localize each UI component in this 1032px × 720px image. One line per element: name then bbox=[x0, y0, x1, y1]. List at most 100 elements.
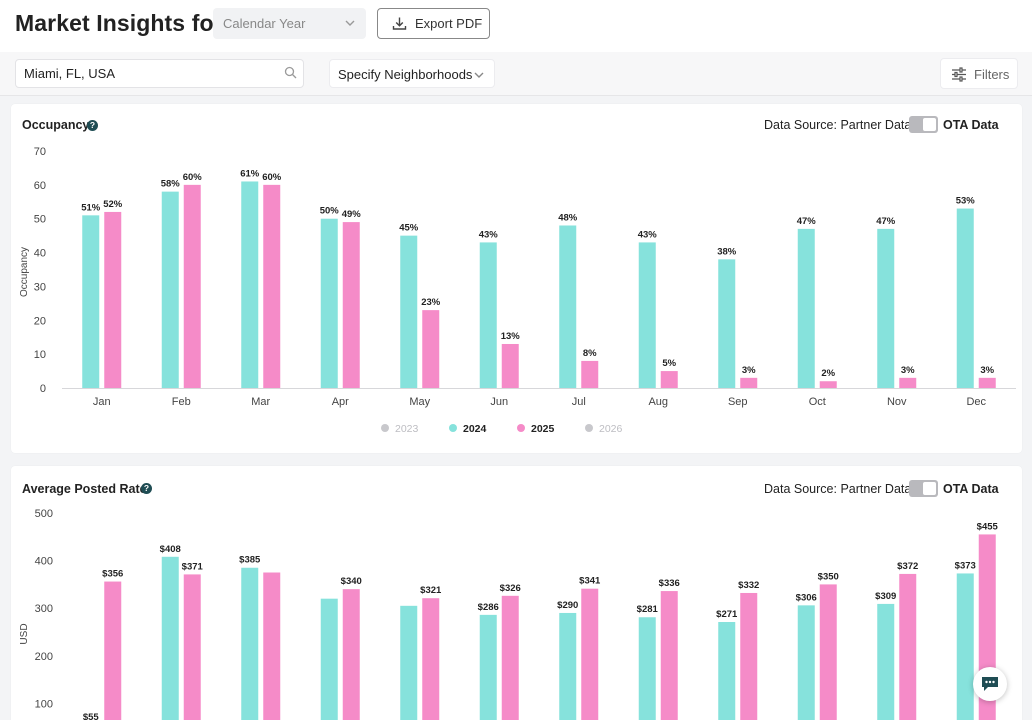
bar-2025-jul[interactable] bbox=[581, 588, 599, 720]
bar-2024-jun[interactable] bbox=[479, 242, 497, 388]
data-label: $455 bbox=[977, 521, 999, 532]
bar-2025-mar[interactable] bbox=[263, 184, 281, 388]
data-label: 60% bbox=[183, 172, 203, 183]
question-circle-icon[interactable]: ? bbox=[141, 483, 152, 494]
rate-data-source-toggle[interactable] bbox=[909, 480, 938, 497]
data-label: $286 bbox=[478, 602, 499, 613]
bar-2024-jul[interactable] bbox=[559, 225, 577, 388]
data-label: 8% bbox=[583, 348, 597, 359]
occupancy-title: Occupancy bbox=[22, 118, 90, 132]
question-circle-icon[interactable]: ? bbox=[87, 120, 98, 131]
bar-2024-dec[interactable] bbox=[956, 573, 974, 720]
bar-2024-may[interactable] bbox=[400, 235, 418, 388]
data-label: 51% bbox=[81, 202, 101, 213]
legend-item-2023[interactable]: 2023 bbox=[395, 423, 419, 435]
bar-2024-apr[interactable] bbox=[320, 218, 338, 388]
bar-2024-jun[interactable] bbox=[479, 614, 497, 720]
bar-2024-nov[interactable] bbox=[877, 228, 895, 388]
legend-item-2026[interactable]: 2026 bbox=[599, 423, 623, 435]
filters-label: Filters bbox=[974, 67, 1010, 82]
data-label: $371 bbox=[182, 561, 204, 572]
bar-2025-oct[interactable] bbox=[819, 381, 837, 388]
bar-2025-jun[interactable] bbox=[501, 343, 519, 388]
bar-2025-mar[interactable] bbox=[263, 572, 281, 720]
data-label: 23% bbox=[421, 297, 441, 308]
bar-2025-jul[interactable] bbox=[581, 360, 599, 388]
occupancy-ota-data-label: OTA Data bbox=[943, 118, 999, 132]
bar-2024-oct[interactable] bbox=[797, 605, 815, 720]
search-icon[interactable] bbox=[284, 66, 297, 79]
legend-marker-2024[interactable] bbox=[449, 424, 457, 432]
y-tick-label: 100 bbox=[35, 698, 53, 710]
data-label: 47% bbox=[797, 216, 817, 227]
bar-2024-jul[interactable] bbox=[559, 612, 577, 720]
x-tick-label: Nov bbox=[887, 396, 907, 408]
bar-2025-sep[interactable] bbox=[740, 377, 758, 388]
bar-2025-jan[interactable] bbox=[104, 211, 122, 388]
bar-2025-apr[interactable] bbox=[342, 589, 360, 720]
bar-2025-oct[interactable] bbox=[819, 584, 837, 720]
bar-2025-jun[interactable] bbox=[501, 595, 519, 720]
y-tick-label: 0 bbox=[40, 383, 46, 395]
bar-2024-apr[interactable] bbox=[320, 598, 338, 720]
bar-2025-apr[interactable] bbox=[342, 222, 360, 388]
legend-marker-2025[interactable] bbox=[517, 424, 525, 432]
bar-2024-jan[interactable] bbox=[82, 215, 100, 388]
bar-2024-nov[interactable] bbox=[877, 603, 895, 720]
bar-2025-may[interactable] bbox=[422, 310, 440, 388]
bar-2025-nov[interactable] bbox=[899, 377, 917, 388]
legend-item-2024[interactable]: 2024 bbox=[463, 423, 487, 435]
y-tick-label: 200 bbox=[35, 651, 53, 663]
legend-item-2025[interactable]: 2025 bbox=[531, 423, 555, 435]
legend-marker-2026[interactable] bbox=[585, 424, 593, 432]
data-label: 2% bbox=[821, 368, 835, 379]
bar-2025-dec[interactable] bbox=[978, 377, 996, 388]
page-header: Market Insights for Calendar Year Export… bbox=[0, 0, 1032, 52]
export-pdf-button[interactable]: Export PDF bbox=[377, 8, 490, 39]
chat-icon bbox=[982, 677, 998, 691]
bar-2025-aug[interactable] bbox=[660, 371, 678, 388]
location-search-input[interactable] bbox=[15, 59, 304, 88]
bar-2025-feb[interactable] bbox=[183, 574, 201, 720]
bar-2025-jan[interactable] bbox=[104, 581, 122, 720]
data-label: $332 bbox=[738, 580, 759, 591]
data-label: 49% bbox=[342, 209, 362, 220]
y-tick-label: 40 bbox=[34, 248, 46, 260]
neighborhood-select[interactable]: Specify Neighborhoods bbox=[329, 59, 495, 88]
x-tick-label: Feb bbox=[172, 396, 191, 408]
bar-2024-may[interactable] bbox=[400, 605, 418, 720]
bar-2025-aug[interactable] bbox=[660, 591, 678, 720]
data-label: 50% bbox=[320, 206, 340, 217]
x-tick-label: Sep bbox=[728, 396, 748, 408]
bar-2024-aug[interactable] bbox=[638, 617, 656, 720]
bar-2025-feb[interactable] bbox=[183, 184, 201, 388]
data-label: $271 bbox=[716, 609, 738, 620]
bar-2024-aug[interactable] bbox=[638, 242, 656, 388]
bar-2024-mar[interactable] bbox=[241, 181, 259, 388]
bar-2024-feb[interactable] bbox=[161, 556, 179, 720]
rate-partner-data-label: Partner Data bbox=[840, 482, 912, 496]
data-label: $281 bbox=[637, 604, 659, 615]
bar-2024-mar[interactable] bbox=[241, 567, 259, 720]
legend-marker-2023[interactable] bbox=[381, 424, 389, 432]
data-label: 38% bbox=[717, 246, 737, 257]
bar-2024-sep[interactable] bbox=[718, 259, 736, 388]
data-label: $356 bbox=[102, 569, 123, 580]
bar-2024-sep[interactable] bbox=[718, 622, 736, 720]
occupancy-data-source-toggle[interactable] bbox=[909, 116, 938, 133]
filters-button[interactable]: Filters bbox=[940, 58, 1018, 89]
period-select-value: Calendar Year bbox=[223, 16, 306, 31]
data-label: 43% bbox=[479, 229, 499, 240]
average-rate-card: Average Posted Rate ? Data Source: Partn… bbox=[11, 466, 1022, 720]
chat-support-button[interactable] bbox=[973, 667, 1007, 701]
period-select[interactable]: Calendar Year bbox=[213, 8, 366, 39]
y-tick-label: 60 bbox=[34, 180, 46, 192]
bar-2025-sep[interactable] bbox=[740, 592, 758, 720]
bar-2025-nov[interactable] bbox=[899, 573, 917, 720]
bar-2024-feb[interactable] bbox=[161, 191, 179, 388]
bar-2025-may[interactable] bbox=[422, 598, 440, 720]
bar-2024-oct[interactable] bbox=[797, 228, 815, 388]
x-tick-label: May bbox=[409, 396, 430, 408]
bar-2024-dec[interactable] bbox=[956, 208, 974, 388]
